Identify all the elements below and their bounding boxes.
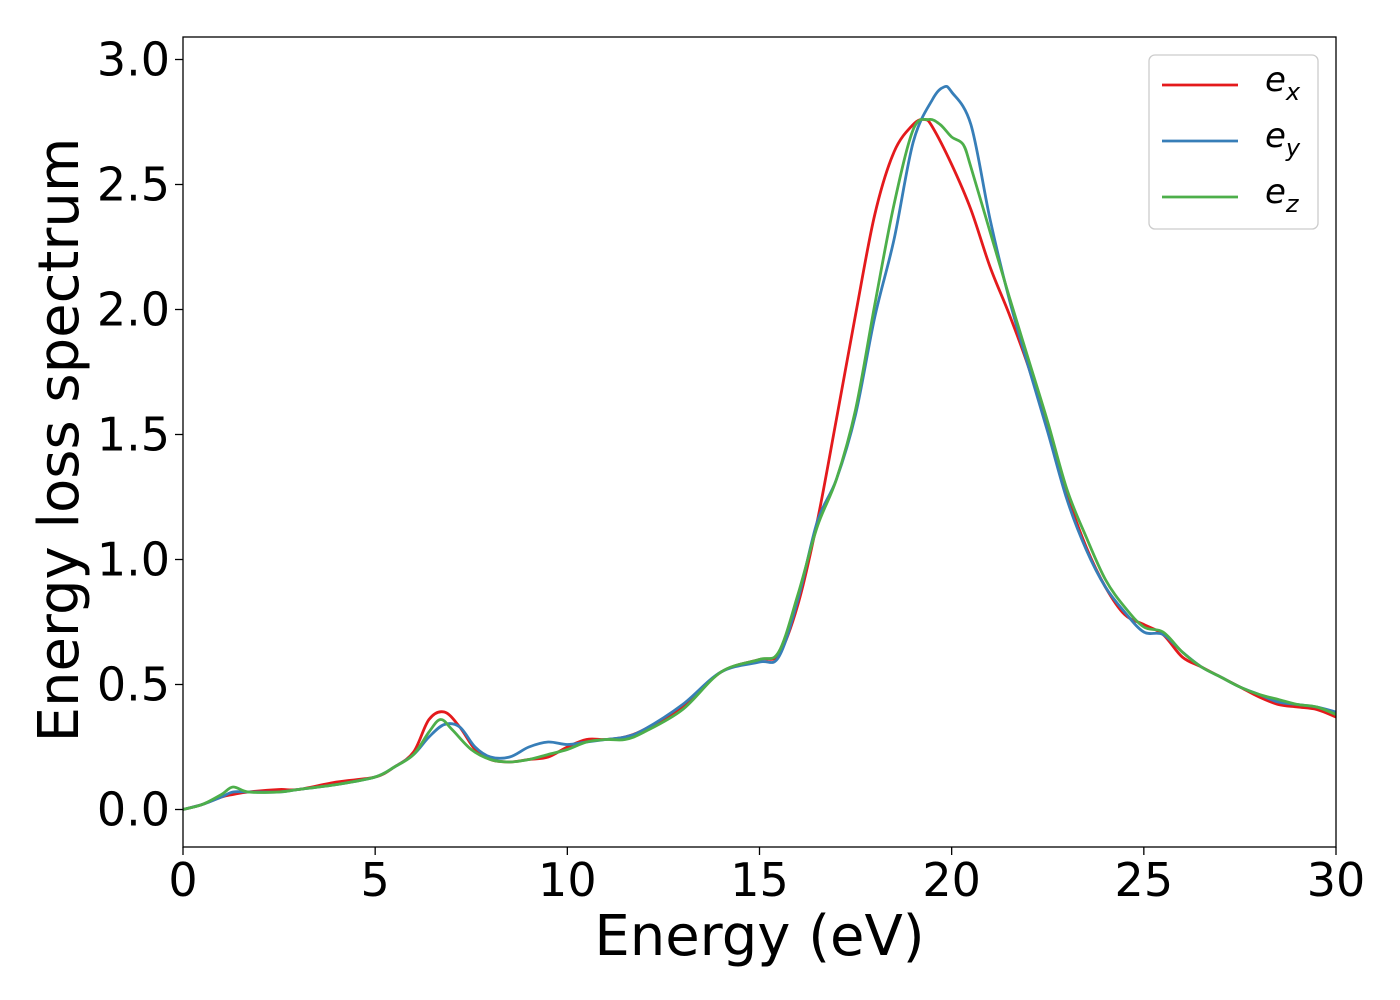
legend-label-subscript: x	[1285, 78, 1301, 106]
x-axis-label: Energy (eV)	[594, 904, 924, 969]
legend-item-ey: ey	[1162, 116, 1301, 162]
series-line-ez	[183, 117, 1336, 811]
series-layer	[183, 84, 1336, 811]
y-tick-label: 1.5	[97, 408, 170, 462]
legend-label: ex	[1265, 60, 1301, 106]
legend-label-base: e	[1265, 60, 1286, 100]
y-tick-label: 2.0	[97, 283, 170, 337]
legend-label-subscript: z	[1285, 190, 1300, 218]
y-axis-label: Energy loss spectrum	[27, 138, 92, 743]
x-tick-label: 0	[168, 853, 197, 907]
x-tick-label: 30	[1307, 853, 1366, 907]
y-tick-label: 3.0	[97, 33, 170, 87]
y-tick-label: 2.5	[97, 158, 170, 212]
x-tick-label: 15	[730, 853, 789, 907]
legend-label-base: e	[1265, 172, 1286, 212]
legend-item-ex: ex	[1162, 60, 1301, 106]
y-tick-label: 0.5	[97, 658, 170, 712]
y-axis: 0.0 0.5 1.0 1.5 2.0 2.5 3.0	[97, 33, 183, 837]
x-tick-label: 10	[538, 853, 597, 907]
y-tick-label: 1.0	[97, 533, 170, 587]
legend-label-base: e	[1265, 116, 1286, 156]
x-axis: 0 5 10 15 20 25 30	[168, 847, 1365, 907]
legend-label-subscript: y	[1285, 134, 1301, 162]
x-tick-label: 5	[361, 853, 390, 907]
y-tick-label: 0.0	[97, 783, 170, 837]
legend-item-ez: ez	[1162, 172, 1300, 218]
legend-label: ez	[1265, 172, 1300, 218]
x-tick-label: 20	[922, 853, 981, 907]
x-tick-label: 25	[1115, 853, 1174, 907]
legend-label: ey	[1265, 116, 1301, 162]
